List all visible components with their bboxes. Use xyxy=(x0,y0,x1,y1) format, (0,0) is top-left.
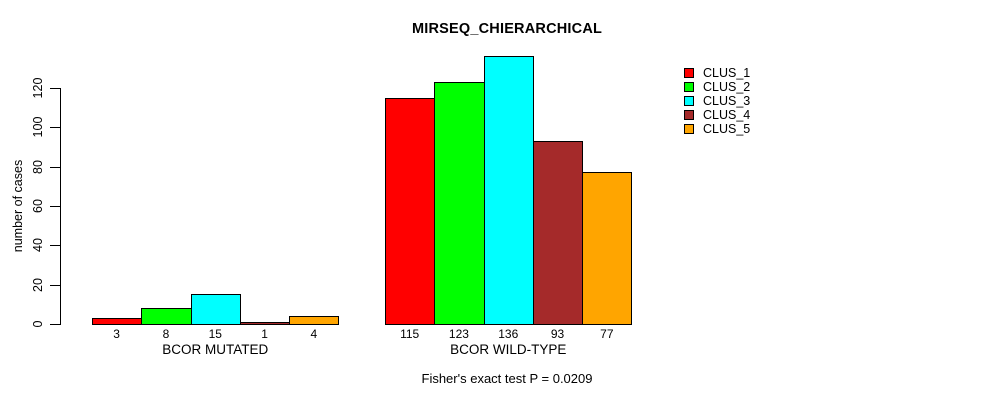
bar xyxy=(190,294,241,325)
bar-value-label: 77 xyxy=(600,327,614,341)
legend-label: CLUS_3 xyxy=(703,94,751,108)
y-axis-label: number of cases xyxy=(11,159,25,253)
legend: CLUS_1 CLUS_2 CLUS_3 CLUS_4 CLUS_5 xyxy=(684,66,750,136)
bar-value-label: 115 xyxy=(400,327,420,341)
legend-item: CLUS_2 xyxy=(684,80,750,94)
bar-value-label: 1 xyxy=(261,327,268,341)
bar-value-label: 8 xyxy=(162,327,170,341)
bar xyxy=(239,322,291,325)
bar xyxy=(582,172,633,325)
bar xyxy=(289,316,340,325)
bar-value-label: 3 xyxy=(113,327,120,341)
bar-value-label: 93 xyxy=(550,327,565,341)
y-axis-line xyxy=(59,87,61,325)
legend-label: CLUS_1 xyxy=(703,66,751,80)
legend-swatch xyxy=(684,96,694,106)
bar xyxy=(434,82,485,325)
y-tick xyxy=(49,324,60,325)
y-tick-label: 100 xyxy=(30,116,45,138)
subtitle: Fisher's exact test P = 0.0209 xyxy=(421,371,593,386)
legend-item: CLUS_4 xyxy=(684,108,750,122)
legend-item: CLUS_5 xyxy=(684,122,750,136)
y-tick-label: 40 xyxy=(30,238,45,253)
legend-swatch xyxy=(684,82,694,92)
legend-swatch xyxy=(684,124,694,134)
y-tick xyxy=(49,245,60,247)
bar-value-label: 4 xyxy=(310,327,318,341)
legend-swatch xyxy=(684,68,694,78)
y-tick-label: 120 xyxy=(30,77,45,99)
bar-value-label: 136 xyxy=(498,327,519,341)
legend-label: CLUS_4 xyxy=(703,108,751,122)
y-tick-label: 0 xyxy=(30,320,45,328)
y-tick xyxy=(49,205,60,207)
bar-value-label: 123 xyxy=(448,327,469,341)
bar xyxy=(141,308,192,325)
bar xyxy=(532,141,584,325)
y-tick xyxy=(49,166,60,168)
legend-item: CLUS_1 xyxy=(684,66,750,80)
bar xyxy=(483,56,534,325)
group-label: BCOR MUTATED xyxy=(162,342,269,357)
bar xyxy=(92,318,143,325)
y-tick xyxy=(49,87,60,89)
legend-label: CLUS_5 xyxy=(703,122,751,136)
legend-swatch xyxy=(684,110,694,120)
legend-item: CLUS_3 xyxy=(684,94,750,108)
y-tick-label: 20 xyxy=(30,277,45,292)
bar xyxy=(385,98,436,325)
chart-title: MIRSEQ_CHIERARCHICAL xyxy=(411,21,603,37)
y-tick-label: 60 xyxy=(30,198,45,213)
group-label: BCOR WILD-TYPE xyxy=(450,342,567,357)
y-tick xyxy=(49,284,60,286)
bar-value-label: 15 xyxy=(208,327,222,341)
legend-label: CLUS_2 xyxy=(703,80,751,94)
y-tick xyxy=(49,127,60,129)
y-tick-label: 80 xyxy=(30,159,45,174)
